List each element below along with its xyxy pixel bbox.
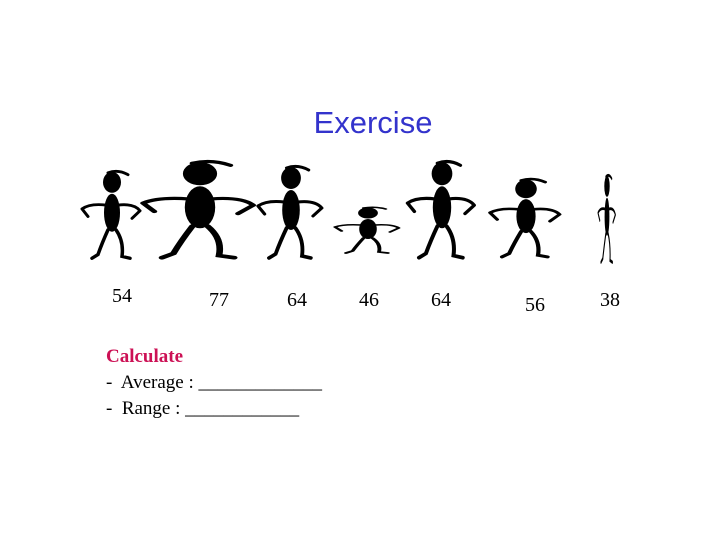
task-heading: Calculate [106, 346, 183, 367]
value: 46 [359, 289, 379, 311]
task-item: - Average : _____________ [106, 372, 322, 393]
value: 77 [209, 289, 229, 311]
value: 64 [287, 289, 307, 311]
title: Exercise [314, 105, 433, 140]
value: 54 [112, 285, 132, 307]
value: 38 [600, 289, 620, 311]
value: 64 [431, 289, 451, 311]
task-item: - Range : ____________ [106, 398, 300, 419]
values: 54 77 64 46 64 56 38 [112, 285, 620, 316]
value: 56 [525, 294, 545, 316]
figure [80, 162, 618, 264]
